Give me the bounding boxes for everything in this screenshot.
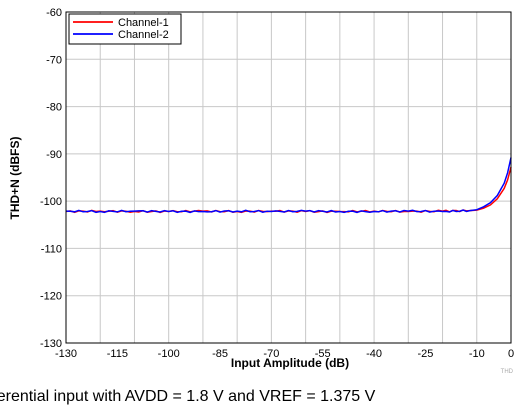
- thd-chart: -60-70-80-90-100-110-120-130 -130 -115 -10…: [0, 0, 526, 388]
- y-tick-label: -60: [46, 7, 62, 19]
- x-axis-label: Input Amplitude (dB): [231, 356, 349, 370]
- grid: [66, 12, 511, 343]
- series-line-1: [66, 167, 511, 212]
- y-tick-label: -80: [46, 102, 62, 114]
- figure-caption: Differential input with AVDD = 1.8 V and…: [0, 388, 526, 412]
- y-tick-label: -110: [41, 243, 62, 255]
- y-tick-label: -70: [46, 54, 62, 66]
- y-tick-label: -120: [40, 291, 62, 303]
- y-axis-label: THD+N (dBFS): [8, 137, 22, 220]
- watermark-text: THD: [501, 369, 514, 375]
- x-tick-label: -40: [366, 348, 382, 360]
- x-tick-label: -130: [55, 348, 77, 360]
- x-tick-label: -100: [158, 348, 180, 360]
- series-lines: [66, 158, 511, 213]
- x-tick-label: -25: [417, 348, 433, 360]
- x-tick-label: -115: [107, 348, 128, 360]
- x-tick-label: 0: [508, 348, 514, 360]
- y-tick-label: -100: [40, 196, 62, 208]
- x-tick-label: -10: [469, 348, 485, 360]
- y-tick-label: -90: [46, 149, 62, 161]
- legend-label-2: Channel-2: [118, 29, 169, 41]
- series-line-2: [66, 158, 511, 213]
- plot-frame: [66, 12, 511, 343]
- y-tick-labels: -60-70-80-90-100-110-120-130: [40, 7, 62, 350]
- x-tick-label: -85: [212, 348, 228, 360]
- legend-label-1: Channel-1: [118, 17, 169, 29]
- caption-text: Differential input with AVDD = 1.8 V and…: [0, 388, 375, 406]
